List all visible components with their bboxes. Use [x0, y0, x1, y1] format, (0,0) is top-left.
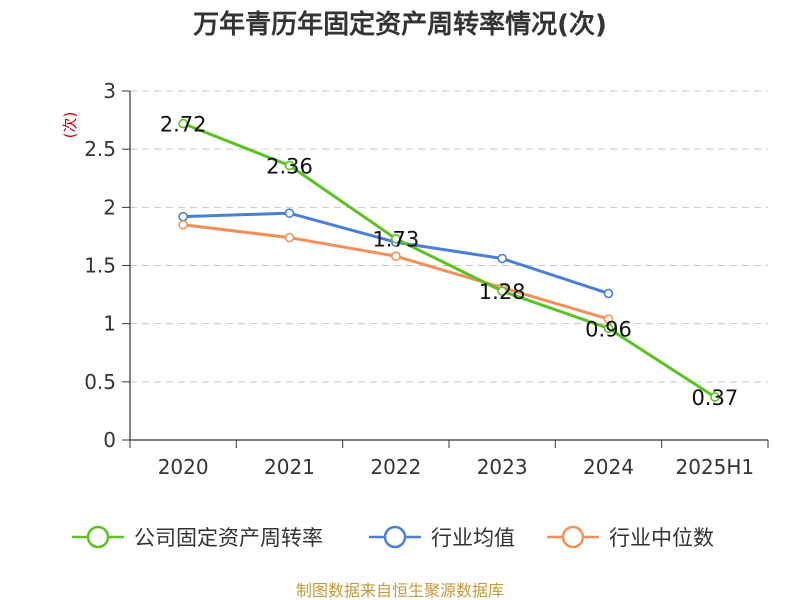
point-s2-2022: [391, 251, 401, 261]
legend-item-1[interactable]: 行业均值: [369, 525, 515, 550]
source-note: 制图数据来自恒生聚源数据库: [296, 581, 504, 600]
legend-item-2[interactable]: 行业中位数: [547, 525, 714, 550]
series-line-0: [182, 122, 716, 399]
legend-item-0[interactable]: 公司固定资产周转率: [72, 525, 323, 550]
x-tick-label-2024: 2024: [583, 455, 634, 479]
y-tick-label-5: 2.5: [84, 137, 116, 161]
point-s2-2021: [284, 232, 295, 243]
point-s2-2024: [603, 314, 614, 324]
data-labels: 2.72 2.36 1.73 1.28 0.96 0.37: [160, 113, 738, 410]
point-s0-2022: [391, 233, 401, 244]
y-axis-label: (次): [61, 112, 79, 139]
data-label-2025H1: 0.37: [691, 386, 738, 410]
x-ticks: 2020 2021 2022 2023 2024 2025H1: [129, 440, 769, 479]
data-label-2020: 2.72: [160, 113, 207, 137]
legend-label-0: 公司固定资产周转率: [134, 526, 323, 550]
legend-label-1: 行业均值: [431, 526, 515, 550]
point-s1-2024: [603, 288, 614, 299]
legend[interactable]: 公司固定资产周转率 行业均值 行业中位数: [72, 525, 714, 550]
x-tick-label-2023: 2023: [477, 455, 528, 479]
point-s0-2024: [603, 323, 614, 334]
point-s0-2021: [284, 160, 295, 171]
point-s1-2020: [178, 211, 188, 222]
point-s1-2023: [497, 253, 507, 264]
y-tick-label-1: 0.5: [84, 370, 116, 394]
x-tick-label-2021: 2021: [264, 455, 315, 479]
chart-title: 万年青历年固定资产周转率情况(次): [193, 9, 607, 40]
legend-marker-0: [86, 525, 110, 549]
y-tick-label-6: 3: [103, 79, 116, 103]
point-s0-2023: [497, 286, 507, 296]
series-group: [178, 118, 720, 402]
x-tick-label-2025H1: 2025H1: [675, 455, 754, 479]
y-tick-label-4: 2: [103, 195, 116, 219]
data-label-2022: 1.73: [372, 228, 419, 252]
grid-lines: [130, 90, 768, 383]
x-tick-label-2022: 2022: [370, 455, 421, 479]
data-label-2024: 0.96: [585, 317, 632, 341]
y-ticks: 0 0.5 1 1.5 2 2.5 3: [84, 79, 130, 452]
x-tick-label-2020: 2020: [158, 455, 209, 479]
point-s0-2020: [178, 118, 188, 129]
point-s2-2020: [178, 219, 188, 230]
y-tick-label-2: 1: [103, 312, 116, 336]
legend-marker-1: [383, 525, 407, 549]
data-label-2021: 2.36: [266, 154, 313, 178]
point-s1-2021: [284, 208, 295, 218]
legend-label-2: 行业中位数: [609, 526, 714, 550]
point-s0-2025H1: [710, 392, 720, 402]
y-tick-label-3: 1.5: [84, 254, 116, 278]
data-label-2023: 1.28: [479, 280, 526, 304]
legend-marker-2: [561, 525, 585, 549]
y-tick-label-0: 0: [103, 428, 116, 452]
